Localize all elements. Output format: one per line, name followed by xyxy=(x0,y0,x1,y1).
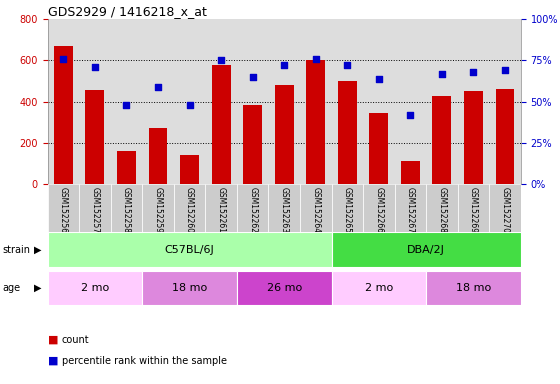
Text: ▶: ▶ xyxy=(34,283,42,293)
Text: GSM152257: GSM152257 xyxy=(90,187,100,233)
Point xyxy=(185,102,194,108)
Bar xyxy=(426,271,521,305)
Text: GSM152261: GSM152261 xyxy=(217,187,226,233)
Text: ■: ■ xyxy=(48,356,58,366)
Bar xyxy=(142,271,237,305)
Bar xyxy=(395,184,426,232)
Text: 18 mo: 18 mo xyxy=(456,283,491,293)
Bar xyxy=(426,184,458,232)
Bar xyxy=(338,81,357,184)
Bar xyxy=(48,232,332,267)
Bar xyxy=(54,46,73,184)
Bar xyxy=(332,232,521,267)
Text: GSM152260: GSM152260 xyxy=(185,187,194,233)
Bar xyxy=(48,271,142,305)
Bar xyxy=(332,271,426,305)
Text: GDS2929 / 1416218_x_at: GDS2929 / 1416218_x_at xyxy=(48,5,207,18)
Bar xyxy=(180,156,199,184)
Text: GSM152259: GSM152259 xyxy=(153,187,162,233)
Text: GSM152270: GSM152270 xyxy=(501,187,510,233)
Text: 2 mo: 2 mo xyxy=(81,283,109,293)
Point xyxy=(501,67,510,73)
Point xyxy=(217,58,226,64)
Text: GSM152265: GSM152265 xyxy=(343,187,352,233)
Text: C57BL/6J: C57BL/6J xyxy=(165,245,214,255)
Bar xyxy=(142,184,174,232)
Bar xyxy=(268,184,300,232)
Point xyxy=(406,112,415,118)
Bar xyxy=(458,184,489,232)
Text: ▶: ▶ xyxy=(34,245,42,255)
Bar xyxy=(206,184,237,232)
Text: 26 mo: 26 mo xyxy=(267,283,302,293)
Bar xyxy=(332,184,363,232)
Text: age: age xyxy=(3,283,21,293)
Text: ■: ■ xyxy=(48,335,58,345)
Point xyxy=(343,62,352,68)
Bar xyxy=(237,271,332,305)
Text: GSM152264: GSM152264 xyxy=(311,187,320,233)
Bar xyxy=(111,184,142,232)
Bar xyxy=(174,184,206,232)
Text: GSM152267: GSM152267 xyxy=(406,187,415,233)
Bar xyxy=(243,105,262,184)
Bar xyxy=(496,89,515,184)
Text: GSM152263: GSM152263 xyxy=(279,187,289,233)
Text: count: count xyxy=(62,335,89,345)
Text: GSM152269: GSM152269 xyxy=(469,187,478,233)
Bar xyxy=(363,184,395,232)
Bar xyxy=(464,91,483,184)
Bar xyxy=(370,113,388,184)
Bar xyxy=(148,127,167,184)
Text: strain: strain xyxy=(3,245,31,255)
Text: GSM152266: GSM152266 xyxy=(374,187,384,233)
Bar xyxy=(237,184,268,232)
Point xyxy=(90,64,100,70)
Point xyxy=(59,56,68,62)
Bar xyxy=(275,85,293,184)
Bar xyxy=(86,90,104,184)
Point xyxy=(374,76,383,82)
Bar xyxy=(432,96,451,184)
Bar xyxy=(489,184,521,232)
Bar xyxy=(306,61,325,184)
Text: 18 mo: 18 mo xyxy=(172,283,207,293)
Point xyxy=(311,56,320,62)
Bar xyxy=(48,184,79,232)
Point xyxy=(280,62,289,68)
Bar xyxy=(401,161,420,184)
Bar xyxy=(79,184,111,232)
Text: GSM152268: GSM152268 xyxy=(437,187,446,233)
Text: GSM152262: GSM152262 xyxy=(248,187,257,233)
Point xyxy=(437,71,446,77)
Bar xyxy=(117,151,136,184)
Text: GSM152258: GSM152258 xyxy=(122,187,131,233)
Point xyxy=(153,84,162,90)
Point xyxy=(248,74,257,80)
Text: percentile rank within the sample: percentile rank within the sample xyxy=(62,356,227,366)
Text: DBA/2J: DBA/2J xyxy=(407,245,445,255)
Text: 2 mo: 2 mo xyxy=(365,283,393,293)
Point xyxy=(469,69,478,75)
Text: GSM152256: GSM152256 xyxy=(59,187,68,233)
Bar xyxy=(212,65,231,184)
Bar xyxy=(300,184,332,232)
Point xyxy=(122,102,131,108)
